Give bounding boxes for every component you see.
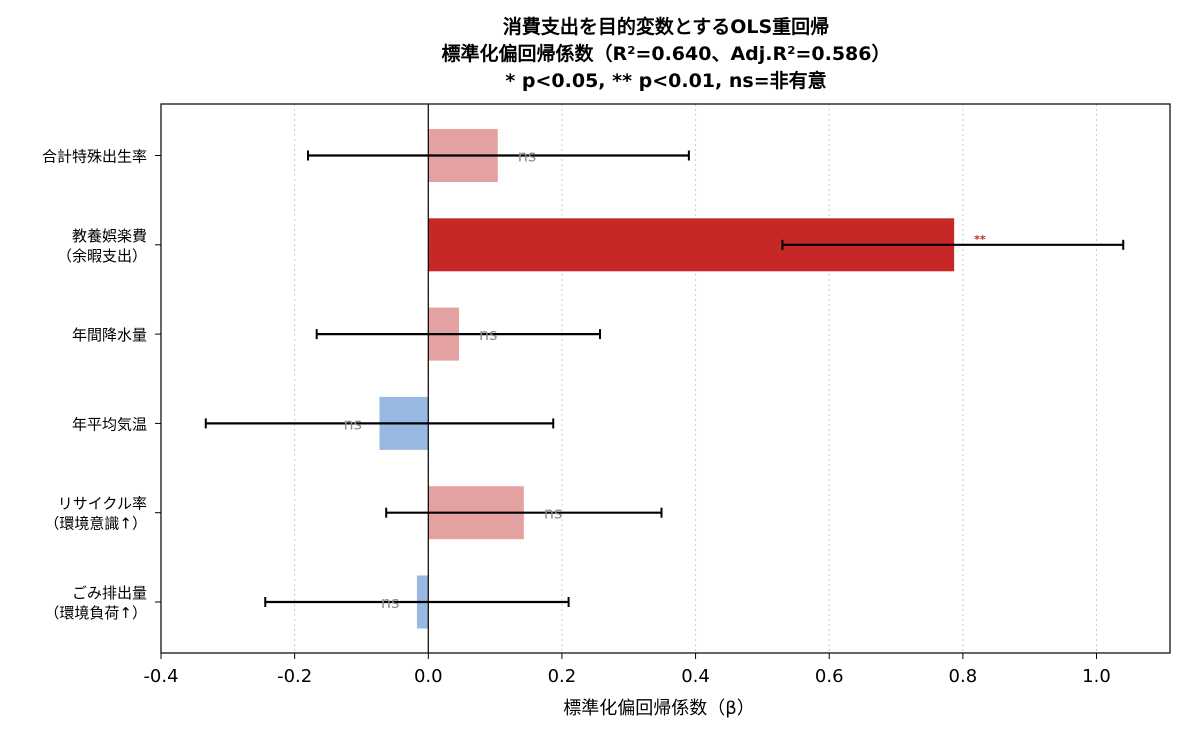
bars bbox=[379, 129, 955, 629]
significance-labels: ns ** ns ns ns ns bbox=[344, 147, 986, 613]
significance-label: ** bbox=[974, 233, 986, 246]
y-tick-label: ごみ排出量 bbox=[72, 584, 147, 602]
significance-label: ns bbox=[381, 593, 399, 612]
chart-title: 消費支出を目的変数とするOLS重回帰 標準化偏回帰係数（R²=0.640、Adj… bbox=[442, 15, 891, 92]
significance-label: ns bbox=[518, 147, 536, 166]
chart-title-line-2: 標準化偏回帰係数（R²=0.640、Adj.R²=0.586） bbox=[442, 42, 891, 65]
significance-label: ns bbox=[344, 414, 362, 433]
significance-label: ns bbox=[544, 504, 562, 523]
x-tick-label: -0.4 bbox=[143, 666, 178, 687]
x-tick-label: 0.8 bbox=[949, 666, 978, 687]
x-tick-label: -0.2 bbox=[277, 666, 312, 687]
chart-title-line-3: * p<0.05, ** p<0.01, ns=非有意 bbox=[505, 69, 826, 92]
x-tick-label: 0.6 bbox=[815, 666, 844, 687]
y-tick-label: （環境負荷↑） bbox=[44, 604, 147, 622]
x-tick-label: 0.4 bbox=[681, 666, 710, 687]
plot-frame bbox=[160, 103, 1171, 654]
x-tick-label: 0.2 bbox=[548, 666, 577, 687]
x-axis-title: 標準化偏回帰係数（β） bbox=[563, 698, 755, 719]
y-tick-label: 年平均気温 bbox=[72, 415, 147, 433]
y-tick-label: （余暇支出） bbox=[57, 247, 147, 265]
y-tick-label: 年間降水量 bbox=[72, 326, 147, 344]
x-tick-label: 0.0 bbox=[414, 666, 443, 687]
error-bars bbox=[204, 150, 1125, 607]
y-tick-label: （環境意識↑） bbox=[44, 515, 147, 533]
chart-title-line-1: 消費支出を目的変数とするOLS重回帰 bbox=[503, 15, 829, 38]
y-tick-label: 教養娯楽費 bbox=[72, 227, 147, 245]
y-tick-label: 合計特殊出生率 bbox=[42, 148, 147, 166]
y-tick-label: リサイクル率 bbox=[58, 495, 147, 513]
x-axis-ticks: -0.4 -0.2 0.0 0.2 0.4 0.6 0.8 1.0 bbox=[143, 653, 1111, 687]
grid-lines bbox=[160, 104, 1097, 653]
x-tick-label: 1.0 bbox=[1082, 666, 1111, 687]
significance-label: ns bbox=[479, 325, 497, 344]
